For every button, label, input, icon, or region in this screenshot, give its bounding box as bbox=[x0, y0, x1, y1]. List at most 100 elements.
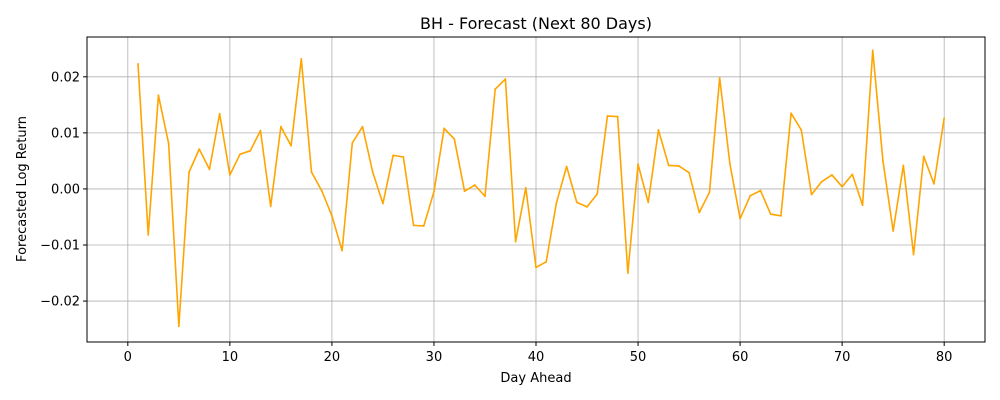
data-point bbox=[626, 272, 629, 274]
data-point bbox=[616, 115, 619, 118]
data-point bbox=[269, 205, 272, 208]
x-tick-label: 40 bbox=[528, 350, 545, 365]
data-point bbox=[177, 325, 180, 328]
x-axis-label: Day Ahead bbox=[500, 371, 571, 386]
series-points bbox=[137, 49, 946, 328]
data-point bbox=[708, 191, 711, 194]
data-point bbox=[484, 195, 486, 198]
data-point bbox=[259, 129, 262, 132]
data-point bbox=[851, 173, 854, 176]
data-point bbox=[341, 249, 344, 252]
data-point bbox=[279, 125, 282, 128]
x-axis-ticks: 0 10 20 30 40 50 60 70 80 bbox=[124, 342, 953, 365]
data-point bbox=[596, 193, 599, 195]
data-point bbox=[239, 153, 241, 156]
data-point bbox=[545, 260, 548, 263]
data-point bbox=[494, 88, 497, 91]
data-point bbox=[892, 230, 895, 232]
data-point bbox=[402, 156, 405, 158]
data-point bbox=[943, 117, 946, 120]
y-tick-label: 0.02 bbox=[51, 70, 80, 85]
data-point bbox=[739, 217, 741, 220]
data-point bbox=[831, 174, 833, 176]
data-point bbox=[331, 214, 333, 217]
data-point bbox=[575, 201, 578, 204]
data-point bbox=[157, 94, 160, 97]
data-point bbox=[565, 165, 568, 168]
data-point bbox=[310, 171, 313, 174]
y-tick-label: 0.01 bbox=[51, 126, 80, 141]
data-point bbox=[228, 174, 231, 176]
data-point bbox=[698, 211, 701, 214]
data-point bbox=[810, 193, 813, 196]
y-tick-label: −0.02 bbox=[40, 295, 80, 310]
data-point bbox=[218, 112, 221, 115]
data-point bbox=[933, 182, 935, 185]
data-point bbox=[647, 201, 650, 204]
data-point bbox=[198, 148, 201, 151]
data-point bbox=[912, 253, 915, 256]
data-point bbox=[728, 162, 731, 165]
data-point bbox=[208, 168, 211, 171]
data-point bbox=[688, 171, 690, 174]
data-point bbox=[535, 266, 537, 269]
y-gridlines bbox=[87, 76, 985, 302]
data-point bbox=[769, 213, 772, 216]
data-point bbox=[290, 144, 292, 147]
data-point bbox=[167, 142, 170, 145]
data-point bbox=[188, 171, 190, 174]
data-point bbox=[473, 184, 476, 186]
data-point bbox=[586, 205, 588, 208]
data-point bbox=[514, 240, 517, 243]
data-point bbox=[749, 194, 752, 197]
data-point bbox=[147, 234, 150, 236]
data-point bbox=[902, 164, 905, 167]
data-point bbox=[371, 171, 374, 174]
data-point bbox=[320, 189, 323, 192]
x-tick-label: 80 bbox=[936, 350, 953, 365]
data-point bbox=[667, 164, 670, 167]
x-tick-label: 60 bbox=[732, 350, 749, 365]
data-point bbox=[249, 149, 252, 152]
data-point bbox=[412, 224, 415, 227]
data-point bbox=[637, 163, 639, 166]
data-point bbox=[361, 125, 364, 128]
data-point bbox=[780, 214, 782, 217]
y-axis-label: Forecasted Log Return bbox=[15, 116, 30, 262]
data-point bbox=[657, 129, 660, 131]
data-point bbox=[504, 78, 507, 80]
data-point bbox=[433, 190, 435, 193]
data-point bbox=[300, 57, 303, 60]
y-tick-label: 0.00 bbox=[51, 182, 80, 197]
y-tick-label: −0.01 bbox=[40, 239, 80, 254]
data-point bbox=[882, 160, 884, 162]
x-tick-label: 10 bbox=[222, 350, 239, 365]
data-point bbox=[422, 225, 425, 227]
data-point bbox=[382, 202, 384, 205]
x-gridlines bbox=[127, 37, 945, 342]
data-point bbox=[443, 127, 446, 130]
data-point bbox=[718, 77, 721, 79]
x-tick-label: 0 bbox=[124, 350, 132, 365]
data-point bbox=[453, 138, 456, 140]
data-point bbox=[351, 142, 354, 144]
data-point bbox=[820, 180, 823, 183]
data-point bbox=[677, 165, 680, 167]
series-group bbox=[137, 49, 946, 328]
x-tick-label: 50 bbox=[630, 350, 647, 365]
data-point bbox=[555, 202, 558, 204]
series-line bbox=[137, 49, 945, 328]
data-point bbox=[871, 49, 874, 52]
data-point bbox=[137, 63, 139, 65]
x-tick-label: 30 bbox=[426, 350, 443, 365]
data-point bbox=[463, 190, 466, 193]
chart-title: BH - Forecast (Next 80 Days) bbox=[420, 14, 652, 33]
data-point bbox=[922, 155, 925, 158]
data-point bbox=[790, 112, 793, 115]
data-point bbox=[800, 129, 803, 131]
data-point bbox=[861, 204, 864, 207]
data-point bbox=[606, 115, 609, 117]
data-point bbox=[841, 185, 844, 188]
data-point bbox=[392, 154, 395, 157]
